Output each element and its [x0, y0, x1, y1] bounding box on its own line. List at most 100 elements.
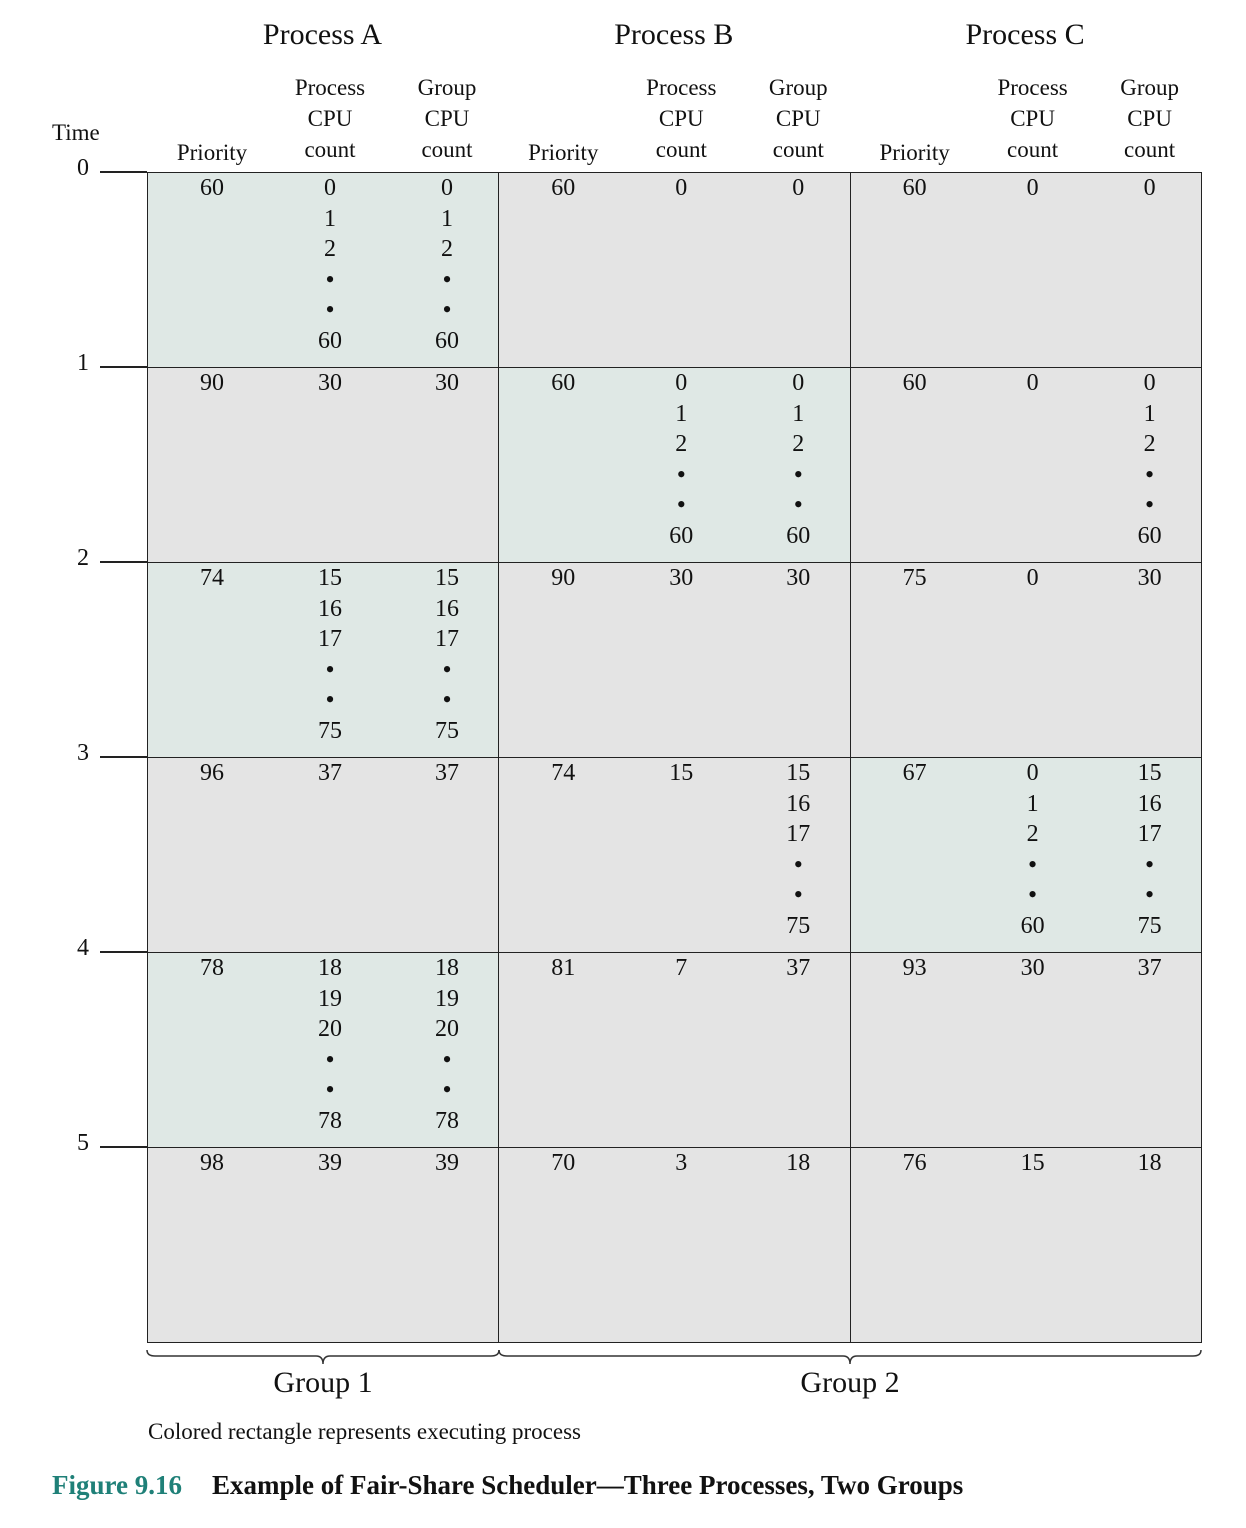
process-cpu-value: 1 [1026, 790, 1039, 817]
priority-value: 60 [551, 175, 576, 201]
cell [498, 562, 851, 758]
ellipsis-dot: • [793, 849, 803, 879]
process-cpu-header: Process [646, 75, 717, 100]
group-cpu-header: count [1124, 137, 1176, 162]
ellipsis-dot: • [442, 685, 452, 715]
ellipsis-dot: • [325, 264, 335, 294]
ellipsis-dot: • [676, 490, 686, 520]
group-cpu-value: 18 [435, 955, 459, 981]
process-cpu-value: 15 [669, 760, 694, 786]
cell [498, 757, 851, 953]
group-cpu-value: 37 [786, 955, 811, 981]
figure-caption: Figure 9.16 Example of Fair-Share Schedul… [52, 1470, 963, 1501]
group-cpu-value: 20 [435, 1016, 459, 1043]
group-cpu-value: 60 [435, 328, 459, 354]
ellipsis-dot: • [325, 685, 335, 715]
process-cpu-header: CPU [1010, 106, 1055, 131]
ellipsis-dot: • [1145, 490, 1155, 520]
priority-value: 74 [551, 760, 576, 786]
priority-value: 70 [551, 1150, 576, 1176]
group-cpu-value: 17 [786, 821, 811, 848]
group-cpu-value: 75 [435, 718, 459, 744]
process-cpu-value: 30 [669, 565, 694, 591]
group-braces [146, 1349, 1202, 1365]
process-cpu-header: count [655, 137, 707, 162]
ellipsis-dot: • [325, 295, 335, 325]
group-cpu-value: 30 [786, 565, 811, 591]
group-cpu-value: 78 [435, 1108, 459, 1134]
process-cpu-value: 60 [1020, 913, 1045, 939]
time-tick [100, 1146, 147, 1148]
group-cpu-header: Group [768, 75, 828, 100]
process-cpu-value: 0 [324, 175, 336, 201]
group-cpu-value: 2 [1143, 431, 1156, 458]
time-tick-label: 3 [77, 740, 89, 766]
process-cpu-value: 0 [1026, 370, 1039, 396]
ellipsis-dot: • [1028, 849, 1038, 879]
group-cpu-value: 15 [1137, 760, 1162, 786]
process-cpu-value: 2 [324, 236, 336, 263]
group-cpu-value: 75 [786, 913, 811, 939]
priority-value: 60 [902, 175, 927, 201]
priority-value: 90 [551, 565, 576, 591]
ellipsis-dot: • [1028, 880, 1038, 910]
cell [147, 1147, 500, 1343]
group-cpu-value: 2 [792, 431, 805, 458]
process-cpu-value: 0 [1026, 565, 1039, 591]
priority-value: 98 [200, 1150, 224, 1176]
process-cpu-value: 60 [318, 328, 342, 354]
executing-cell [147, 562, 500, 758]
group-cpu-value: 17 [435, 626, 459, 653]
ellipsis-dot: • [325, 1075, 335, 1105]
priority-value: 60 [551, 370, 576, 396]
ellipsis-dot: • [442, 654, 452, 684]
time-tick-label: 5 [77, 1130, 89, 1156]
process-cpu-value: 20 [318, 1016, 342, 1043]
executing-cell [849, 757, 1202, 953]
group-1-brace [146, 1349, 500, 1365]
group-cpu-value: 15 [786, 760, 811, 786]
ellipsis-dot: • [1145, 880, 1155, 910]
process-cpu-header: count [304, 137, 356, 162]
group-cpu-value: 16 [1137, 790, 1162, 817]
ellipsis-dot: • [793, 490, 803, 520]
group-2-label: Group 2 [800, 1366, 900, 1399]
priority-value: 78 [200, 955, 224, 981]
group-cpu-value: 17 [1137, 821, 1162, 848]
process-cpu-header: Process [997, 75, 1068, 100]
process-cpu-value: 19 [318, 985, 342, 1012]
group-2-brace [498, 1349, 1202, 1365]
priority-value: 75 [902, 565, 927, 591]
priority-header: Priority [176, 140, 248, 165]
process-cpu-value: 30 [318, 370, 342, 396]
process-cpu-value: 39 [318, 1150, 342, 1176]
time-tick [100, 171, 147, 173]
group-cpu-value: 1 [441, 205, 453, 232]
priority-header: Priority [879, 140, 950, 165]
group-cpu-value: 19 [435, 985, 459, 1012]
ellipsis-dot: • [793, 880, 803, 910]
group-cpu-value: 60 [1137, 523, 1162, 549]
group-cpu-value: 30 [1137, 565, 1162, 591]
figure-number: Figure 9.16 [52, 1470, 182, 1500]
ellipsis-dot: • [325, 1044, 335, 1074]
legend-note: Colored rectangle represents executing p… [148, 1419, 581, 1444]
process-cpu-header: Process [294, 75, 366, 100]
time-tick-label: 2 [77, 545, 89, 571]
cell [849, 952, 1202, 1148]
group-cpu-value: 0 [441, 175, 453, 201]
ellipsis-dot: • [325, 654, 335, 684]
group-cpu-header: count [772, 137, 824, 162]
time-tick [100, 951, 147, 953]
group-cpu-value: 0 [792, 175, 805, 201]
process-cpu-value: 7 [675, 955, 688, 981]
group-cpu-header: count [421, 137, 473, 162]
priority-value: 67 [902, 760, 927, 786]
process-cpu-value: 17 [318, 626, 342, 653]
process-cpu-value: 16 [318, 595, 342, 622]
time-tick-label: 4 [77, 935, 89, 961]
process-cpu-header: count [1007, 137, 1059, 162]
process-title: Process B [614, 18, 734, 51]
figure-title: Example of Fair-Share Scheduler—Three Pr… [212, 1470, 964, 1500]
cell [147, 757, 500, 953]
